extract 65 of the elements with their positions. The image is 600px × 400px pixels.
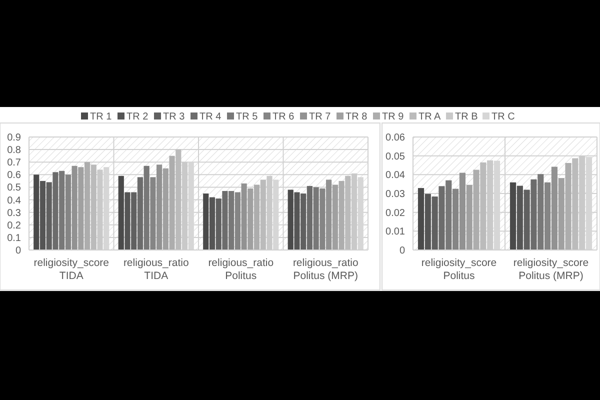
bar bbox=[65, 174, 71, 250]
bar bbox=[558, 178, 564, 250]
bar bbox=[78, 167, 84, 250]
y-tick-label: 0.7 bbox=[7, 158, 22, 169]
bar bbox=[544, 182, 551, 250]
bar bbox=[72, 166, 78, 250]
x-tick-label: religiosity_score Politus (MRP) bbox=[513, 257, 589, 282]
bar bbox=[248, 188, 254, 250]
legend-label: TR C bbox=[492, 112, 515, 122]
bar bbox=[332, 184, 338, 250]
bar bbox=[254, 184, 260, 250]
bar bbox=[176, 150, 182, 250]
x-tick-label: religious_ratio TIDA bbox=[123, 257, 189, 282]
y-tick-label: 0.06 bbox=[386, 132, 406, 144]
y-tick-label: 0.3 bbox=[7, 208, 22, 219]
y-tick-label: 0.4 bbox=[7, 195, 22, 206]
x-tick-label: religiosity_score TIDA bbox=[34, 257, 110, 282]
legend-label: TR 5 bbox=[236, 112, 258, 122]
x-tick-label: religiosity_score Politus bbox=[421, 257, 497, 282]
y-tick-label: 0.01 bbox=[386, 226, 406, 238]
bar bbox=[84, 162, 90, 250]
bar bbox=[345, 176, 351, 250]
bar bbox=[241, 183, 247, 250]
x-tick-label: religious_ratio Politus bbox=[208, 257, 274, 282]
legend-label: TR 7 bbox=[309, 112, 332, 122]
bar bbox=[162, 168, 168, 250]
y-tick-label: 0.1 bbox=[7, 232, 22, 244]
bar bbox=[473, 170, 480, 250]
y-tick-label: 0 bbox=[399, 246, 406, 256]
legend-label: TR 3 bbox=[163, 112, 186, 122]
bar bbox=[572, 158, 578, 250]
y-tick-label: 0.04 bbox=[386, 170, 406, 182]
y-tick-label: 0.05 bbox=[386, 151, 406, 162]
bar bbox=[551, 166, 558, 250]
bar bbox=[480, 162, 486, 250]
legend-label: TR 1 bbox=[90, 112, 112, 122]
bar bbox=[320, 188, 326, 250]
bar bbox=[338, 180, 344, 250]
bar bbox=[326, 180, 332, 250]
bar bbox=[156, 164, 162, 250]
bar bbox=[169, 156, 175, 250]
bar bbox=[150, 177, 156, 250]
legend-label: TR 9 bbox=[382, 112, 404, 122]
legend-label: TR A bbox=[418, 112, 442, 122]
bar bbox=[565, 162, 572, 250]
bar bbox=[90, 164, 96, 250]
bar bbox=[466, 184, 472, 250]
x-tick-label: religious_ratio Politus (MRP) bbox=[292, 257, 358, 282]
bar bbox=[459, 172, 466, 250]
bar bbox=[452, 188, 459, 250]
bar bbox=[260, 180, 266, 250]
legend-label: TR 2 bbox=[126, 112, 149, 122]
y-tick-label: 0.5 bbox=[7, 182, 22, 194]
legend-label: TR B bbox=[455, 112, 478, 122]
y-tick-label: 0.03 bbox=[386, 189, 406, 200]
legend-label: TR 8 bbox=[346, 112, 368, 122]
y-tick-label: 0.6 bbox=[7, 170, 22, 182]
bar bbox=[234, 192, 240, 250]
y-tick-label: 0.8 bbox=[7, 145, 22, 156]
y-tick-label: 0.2 bbox=[7, 220, 22, 232]
y-tick-label: 0 bbox=[15, 246, 22, 256]
y-tick-label: 0.02 bbox=[386, 208, 406, 219]
legend-label: TR 4 bbox=[200, 112, 222, 122]
y-tick-label: 0.9 bbox=[7, 132, 22, 144]
legend-label: TR 6 bbox=[272, 112, 295, 122]
